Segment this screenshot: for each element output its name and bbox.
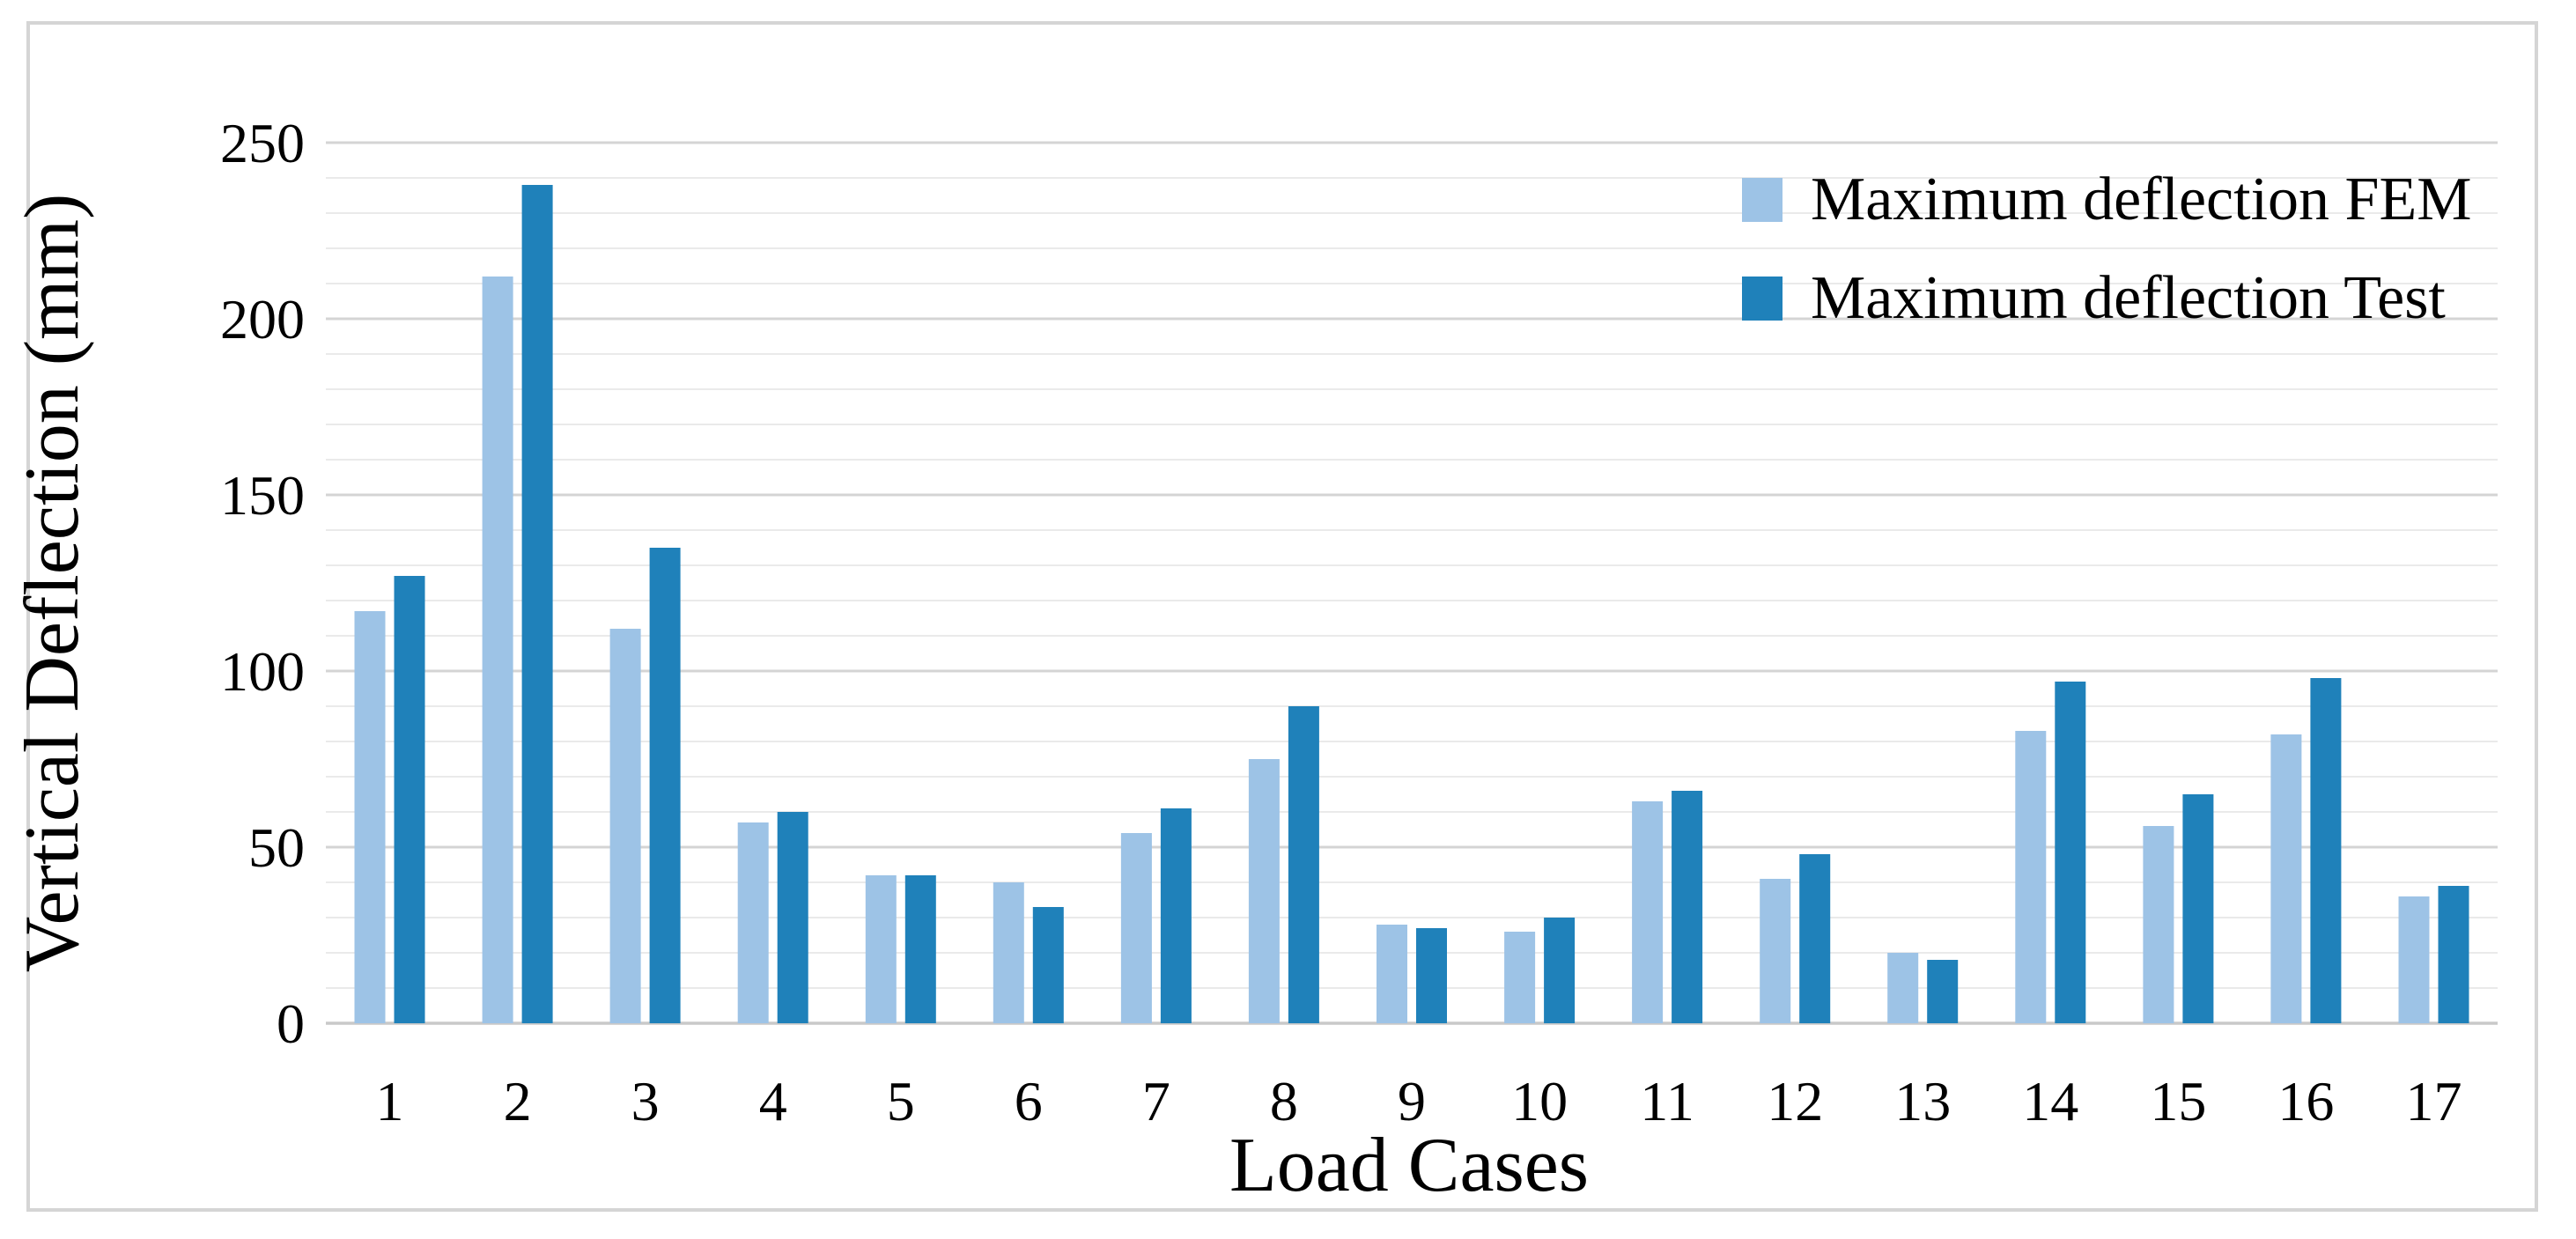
x-tick-label-12: 12 <box>1767 1070 1823 1132</box>
fem-bar-2 <box>482 277 513 1023</box>
x-axis-title: Load Cases <box>1229 1123 1589 1208</box>
test-bar-11 <box>1672 791 1703 1023</box>
x-tick-label-7: 7 <box>1142 1070 1170 1132</box>
test-bar-14 <box>2055 682 2086 1023</box>
test-bar-9 <box>1416 928 1447 1023</box>
test-bar-10 <box>1544 918 1576 1023</box>
test-bar-17 <box>2438 886 2469 1023</box>
y-tick-label-250: 250 <box>220 112 305 174</box>
x-tick-label-11: 11 <box>1640 1070 1694 1132</box>
y-axis-title: Vertical Deflection (mm) <box>10 194 95 973</box>
x-tick-label-4: 4 <box>759 1070 787 1132</box>
x-tick-label-16: 16 <box>2277 1070 2334 1132</box>
test-bar-4 <box>777 812 808 1023</box>
x-axis-tick-labels: 1 2 3 4 5 6 7 8 9 10 11 12 13 14 15 16 17 <box>376 1070 2462 1132</box>
test-bar-7 <box>1160 808 1192 1023</box>
test-swatch-icon <box>1742 277 1783 321</box>
fem-bar-12 <box>1760 879 1791 1023</box>
y-tick-label-200: 200 <box>220 288 305 350</box>
legend-label-test: Maximum deflection Test <box>1811 264 2446 332</box>
fem-bar-16 <box>2270 734 2302 1023</box>
x-tick-label-15: 15 <box>2150 1070 2206 1132</box>
x-tick-label-14: 14 <box>2022 1070 2078 1132</box>
y-tick-label-50: 50 <box>248 816 305 879</box>
test-bar-3 <box>649 548 681 1023</box>
test-bar-8 <box>1288 706 1319 1023</box>
x-tick-label-10: 10 <box>1511 1070 1568 1132</box>
legend: Maximum deflection FEM Maximum deflectio… <box>1742 157 2471 342</box>
bar-series <box>354 185 2469 1023</box>
fem-swatch-icon <box>1742 178 1783 222</box>
legend-item-test: Maximum deflection Test <box>1742 255 2471 342</box>
y-tick-label-100: 100 <box>220 640 305 703</box>
fem-bar-15 <box>2143 826 2174 1023</box>
fem-bar-14 <box>2015 731 2047 1023</box>
test-bar-12 <box>1799 854 1831 1023</box>
fem-bar-7 <box>1120 833 1152 1023</box>
x-tick-label-8: 8 <box>1270 1070 1298 1132</box>
x-tick-label-6: 6 <box>1015 1070 1043 1132</box>
fem-bar-9 <box>1377 925 1407 1023</box>
test-bar-6 <box>1032 907 1064 1023</box>
fem-bar-11 <box>1632 801 1664 1023</box>
test-bar-15 <box>2182 794 2214 1023</box>
fem-bar-17 <box>2398 896 2430 1023</box>
legend-label-fem: Maximum deflection FEM <box>1811 166 2472 233</box>
x-tick-label-3: 3 <box>631 1070 660 1132</box>
fem-bar-5 <box>865 875 897 1023</box>
fem-bar-13 <box>1887 953 1919 1023</box>
fem-bar-1 <box>354 611 386 1023</box>
x-tick-label-9: 9 <box>1398 1070 1426 1132</box>
y-axis-tick-labels: 0 50 100 150 200 250 <box>220 112 305 1055</box>
figure-border <box>26 21 2538 1212</box>
test-bar-16 <box>2310 678 2342 1023</box>
x-tick-label-17: 17 <box>2406 1070 2462 1132</box>
gridlines <box>326 141 2498 1025</box>
fem-bar-8 <box>1248 759 1280 1023</box>
test-bar-13 <box>1927 960 1959 1023</box>
fem-bar-3 <box>609 629 641 1023</box>
x-tick-label-13: 13 <box>1894 1070 1951 1132</box>
test-bar-1 <box>394 576 425 1023</box>
x-tick-label-1: 1 <box>376 1070 404 1132</box>
fem-bar-4 <box>737 822 769 1023</box>
y-tick-label-0: 0 <box>277 992 305 1055</box>
fem-bar-6 <box>993 882 1024 1023</box>
y-tick-label-150: 150 <box>220 464 305 527</box>
x-tick-label-2: 2 <box>504 1070 532 1132</box>
legend-item-fem: Maximum deflection FEM <box>1742 157 2471 243</box>
x-tick-label-5: 5 <box>887 1070 915 1132</box>
fem-bar-10 <box>1504 932 1536 1023</box>
test-bar-2 <box>521 185 553 1023</box>
test-bar-5 <box>904 875 936 1023</box>
